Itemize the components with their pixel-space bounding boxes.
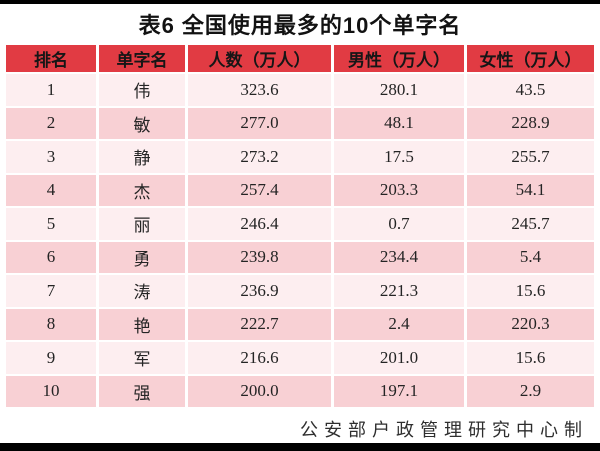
male-cell: 221.3 (334, 275, 464, 307)
source-note: 公安部户政管理研究中心制 (300, 420, 588, 440)
total-cell: 323.6 (188, 74, 331, 106)
total-cell: 222.7 (188, 308, 331, 340)
name-cell: 伟 (99, 74, 185, 106)
total-cell: 257.4 (188, 174, 331, 206)
name-cell: 敏 (99, 107, 185, 139)
rank-cell: 7 (6, 275, 96, 307)
header-total: 人数（万人） (188, 45, 331, 72)
total-cell: 236.9 (188, 275, 331, 307)
total-cell: 239.8 (188, 241, 331, 273)
table-row: 5 丽 246.4 0.7 245.7 (6, 208, 594, 240)
header-row: 排名 单字名 人数（万人） 男性（万人） 女性（万人） (6, 45, 594, 72)
name-cell: 军 (99, 342, 185, 374)
single-character-name-table: 排名 单字名 人数（万人） 男性（万人） 女性（万人） 1 伟 323.6 28… (3, 43, 597, 409)
name-cell: 勇 (99, 241, 185, 273)
female-cell: 43.5 (467, 74, 594, 106)
table-row: 4 杰 257.4 203.3 54.1 (6, 174, 594, 206)
table-header: 排名 单字名 人数（万人） 男性（万人） 女性（万人） (6, 45, 594, 72)
table-row: 7 涛 236.9 221.3 15.6 (6, 275, 594, 307)
male-cell: 203.3 (334, 174, 464, 206)
rank-cell: 9 (6, 342, 96, 374)
table-row: 10 强 200.0 197.1 2.9 (6, 375, 594, 407)
female-cell: 2.9 (467, 375, 594, 407)
rank-cell: 1 (6, 74, 96, 106)
male-cell: 197.1 (334, 375, 464, 407)
female-cell: 5.4 (467, 241, 594, 273)
name-cell: 强 (99, 375, 185, 407)
header-male: 男性（万人） (334, 45, 464, 72)
top-edge-bar (0, 0, 600, 4)
rank-cell: 3 (6, 141, 96, 173)
female-cell: 54.1 (467, 174, 594, 206)
male-cell: 201.0 (334, 342, 464, 374)
male-cell: 234.4 (334, 241, 464, 273)
total-cell: 246.4 (188, 208, 331, 240)
male-cell: 280.1 (334, 74, 464, 106)
female-cell: 255.7 (467, 141, 594, 173)
rank-cell: 5 (6, 208, 96, 240)
rank-cell: 6 (6, 241, 96, 273)
table-row: 9 军 216.6 201.0 15.6 (6, 342, 594, 374)
header-rank: 排名 (6, 45, 96, 72)
male-cell: 17.5 (334, 141, 464, 173)
rank-cell: 10 (6, 375, 96, 407)
table-row: 8 艳 222.7 2.4 220.3 (6, 308, 594, 340)
female-cell: 228.9 (467, 107, 594, 139)
total-cell: 273.2 (188, 141, 331, 173)
rank-cell: 2 (6, 107, 96, 139)
name-cell: 丽 (99, 208, 185, 240)
female-cell: 15.6 (467, 275, 594, 307)
table-row: 3 静 273.2 17.5 255.7 (6, 141, 594, 173)
total-cell: 216.6 (188, 342, 331, 374)
male-cell: 48.1 (334, 107, 464, 139)
rank-cell: 8 (6, 308, 96, 340)
table-row: 6 勇 239.8 234.4 5.4 (6, 241, 594, 273)
male-cell: 2.4 (334, 308, 464, 340)
female-cell: 220.3 (467, 308, 594, 340)
female-cell: 245.7 (467, 208, 594, 240)
table-row: 2 敏 277.0 48.1 228.9 (6, 107, 594, 139)
name-cell: 艳 (99, 308, 185, 340)
bottom-edge-bar (0, 443, 600, 451)
name-cell: 涛 (99, 275, 185, 307)
table-body: 1 伟 323.6 280.1 43.5 2 敏 277.0 48.1 228.… (6, 74, 594, 407)
total-cell: 200.0 (188, 375, 331, 407)
name-cell: 静 (99, 141, 185, 173)
female-cell: 15.6 (467, 342, 594, 374)
header-female: 女性（万人） (467, 45, 594, 72)
header-name: 单字名 (99, 45, 185, 72)
table-title: 表6 全国使用最多的10个单字名 (138, 13, 462, 38)
male-cell: 0.7 (334, 208, 464, 240)
total-cell: 277.0 (188, 107, 331, 139)
table-row: 1 伟 323.6 280.1 43.5 (6, 74, 594, 106)
name-cell: 杰 (99, 174, 185, 206)
rank-cell: 4 (6, 174, 96, 206)
